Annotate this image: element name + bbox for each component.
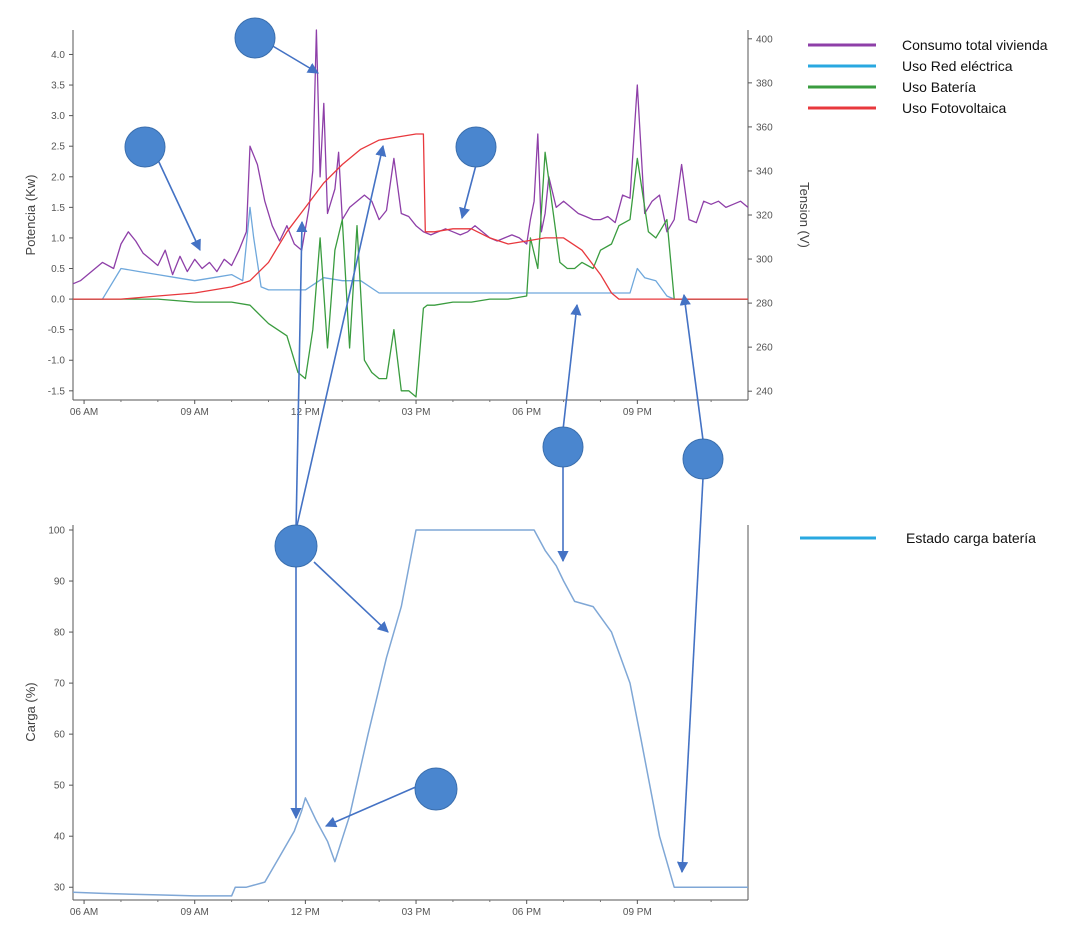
power-chart-ylabel: Potencia (Kw): [23, 175, 38, 256]
annotation-markers: [124, 17, 724, 811]
power-y-tick-label: -0.5: [48, 325, 66, 336]
annotation-arrow: [459, 164, 477, 220]
power-y-tick-label: -1.0: [48, 356, 66, 367]
power-y-tick-label: 0.0: [51, 295, 65, 306]
charge-chart-series: [72, 529, 748, 897]
annotation-arrow: [295, 144, 387, 531]
voltage-y-tick-label: 260: [756, 343, 773, 354]
charge-chart-ylabel: Carga (%): [23, 682, 38, 741]
power-x-tick-label: 03 PM: [402, 407, 431, 418]
power-x-tick-label: 09 AM: [181, 407, 209, 418]
voltage-y-tick-label: 400: [756, 34, 773, 45]
annotation-arrow: [313, 561, 389, 633]
voltage-y-tick-label: 380: [756, 78, 773, 89]
power-y-tick-label: 0.5: [51, 264, 65, 275]
voltage-y-tick-label: 300: [756, 255, 773, 266]
series-line-fotovoltaica: [73, 133, 748, 300]
charge-y-tick-label: 30: [54, 883, 66, 894]
charge-y-tick-label: 90: [54, 577, 66, 588]
annotation-arrow: [562, 303, 582, 431]
series-line-estado-carga: [72, 529, 748, 897]
power-y-tick-label: 1.5: [51, 203, 65, 214]
charge-y-tick-label: 60: [54, 730, 66, 741]
annotation-arrow: [676, 477, 704, 874]
series-line-consumo: [72, 29, 749, 285]
annotation-arrows: [157, 44, 704, 874]
annotation-marker: [414, 767, 458, 811]
voltage-y-tick-label: 340: [756, 166, 773, 177]
series-line-red: [73, 206, 748, 300]
series-line-bateria: [73, 151, 748, 398]
power-chart-series: [72, 29, 749, 398]
charge-y-tick-label: 70: [54, 679, 66, 690]
power-y-tick-label: 3.0: [51, 111, 65, 122]
charge-x-tick-label: 12 PM: [291, 907, 320, 918]
annotation-marker: [542, 426, 584, 468]
power-chart-y2-ticks: 400 380 360 340 320 300 280 260 240: [748, 34, 773, 398]
annotation-arrow: [679, 293, 704, 441]
power-y-tick-label: 2.5: [51, 142, 65, 153]
annotation-marker: [274, 524, 318, 568]
annotation-arrow: [324, 785, 419, 828]
power-x-tick-label: 06 PM: [512, 407, 541, 418]
voltage-y-tick-label: 280: [756, 299, 773, 310]
legend-label-bateria: Uso Batería: [902, 79, 976, 95]
power-chart-x-ticks: 06 AM 09 AM 12 PM 03 PM 06 PM 09 PM: [70, 400, 712, 418]
annotation-arrow: [157, 159, 201, 252]
power-chart-legend: Consumo total vivienda Uso Red eléctrica…: [808, 37, 1048, 116]
charge-x-tick-label: 09 PM: [623, 907, 652, 918]
charge-y-tick-label: 80: [54, 628, 66, 639]
charge-x-tick-label: 06 PM: [512, 907, 541, 918]
charge-chart-y-ticks: 100 90 80 70 60 50 40 30: [48, 526, 73, 894]
charge-chart-legend: Estado carga batería: [800, 530, 1036, 546]
legend-label-consumo: Consumo total vivienda: [902, 37, 1048, 53]
annotation-marker: [234, 17, 276, 59]
charge-y-tick-label: 50: [54, 781, 66, 792]
legend-label-fotovoltaica: Uso Fotovoltaica: [902, 100, 1006, 116]
power-y-tick-label: 3.5: [51, 81, 65, 92]
annotation-arrow: [270, 44, 319, 74]
charge-x-tick-label: 06 AM: [70, 907, 98, 918]
power-chart-y2label: Tension (V): [797, 182, 812, 248]
power-x-tick-label: 09 PM: [623, 407, 652, 418]
charge-y-tick-label: 100: [48, 526, 65, 537]
power-y-tick-label: 2.0: [51, 172, 65, 183]
power-x-tick-label: 06 AM: [70, 407, 98, 418]
power-y-tick-label: 4.0: [51, 50, 65, 61]
power-chart-y-ticks: 4.0 3.5 3.0 2.5 2.0 1.5 1.0 0.5 0.0 -0.5 -1.0 -1.5: [48, 50, 73, 397]
charge-x-tick-label: 03 PM: [402, 907, 431, 918]
legend-label-red: Uso Red eléctrica: [902, 58, 1013, 74]
charge-chart-x-ticks: 06 AM 09 AM 12 PM 03 PM 06 PM 09 PM: [70, 900, 712, 918]
power-chart: 4.03.53.02.52.01.51.00.50.0-0.5-1.0-1.5 …: [23, 29, 812, 418]
legend-label-estado: Estado carga batería: [906, 530, 1036, 546]
annotation-marker: [682, 438, 724, 480]
charge-y-tick-label: 40: [54, 832, 66, 843]
power-y-tick-label: 1.0: [51, 233, 65, 244]
voltage-y-tick-label: 360: [756, 122, 773, 133]
annotation-marker: [455, 126, 497, 168]
annotation-marker: [124, 126, 166, 168]
annotation-arrow: [295, 220, 308, 531]
voltage-y-tick-label: 240: [756, 387, 773, 398]
power-y-tick-label: -1.5: [48, 386, 66, 397]
power-x-tick-label: 12 PM: [291, 407, 320, 418]
charge-x-tick-label: 09 AM: [181, 907, 209, 918]
voltage-y-tick-label: 320: [756, 211, 773, 222]
